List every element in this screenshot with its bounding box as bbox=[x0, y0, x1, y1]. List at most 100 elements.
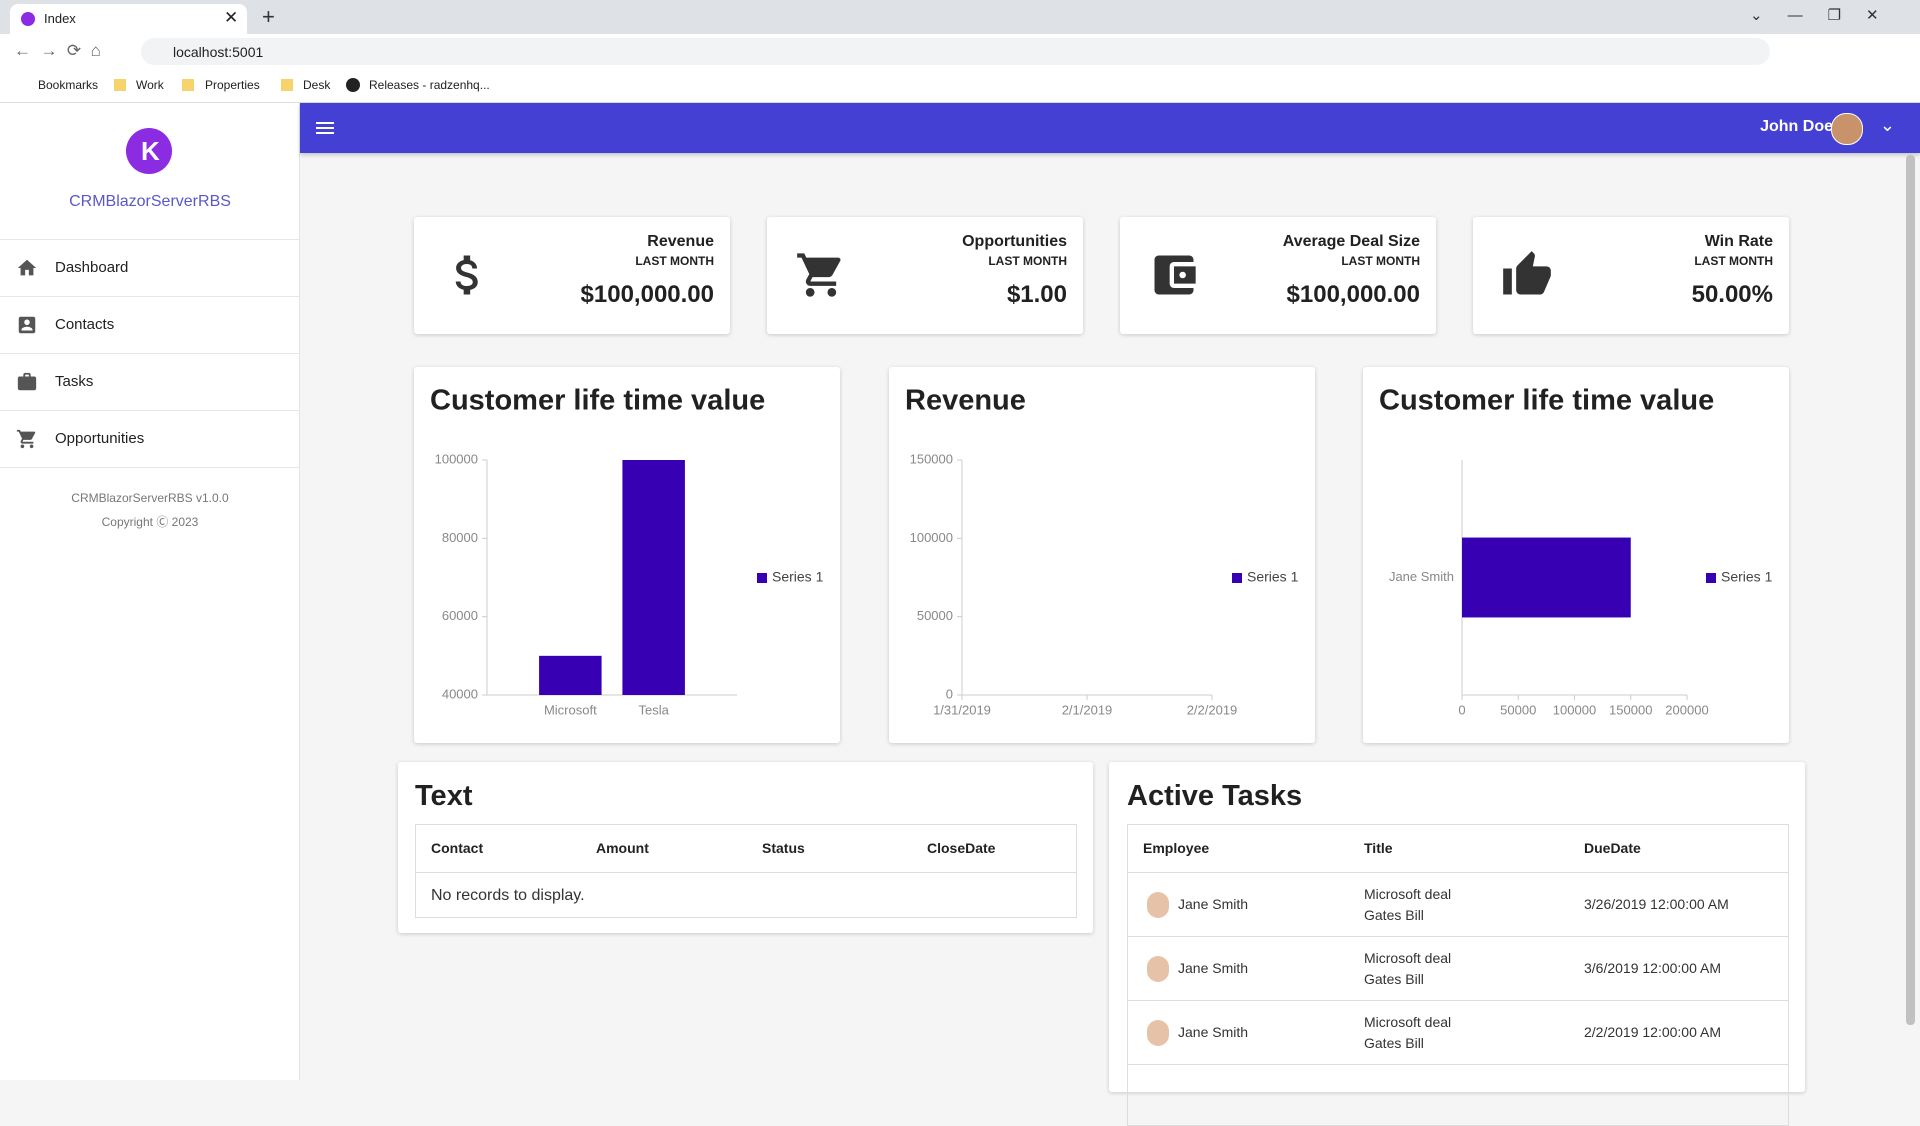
menu-item[interactable]: Contacts bbox=[0, 297, 300, 354]
column-header[interactable]: Title bbox=[1364, 840, 1393, 856]
y-tick-label: 150000 bbox=[910, 451, 953, 466]
menu-icon bbox=[16, 429, 36, 449]
kpi-card: Average Deal Size LAST MONTH $100,000.00 bbox=[1120, 217, 1436, 334]
divider bbox=[0, 239, 300, 240]
column-header[interactable]: Contact bbox=[431, 840, 484, 856]
task-subtitle: Gates Bill bbox=[1364, 907, 1424, 923]
kpi-card: Win Rate LAST MONTH 50.00% bbox=[1473, 217, 1789, 334]
chart-panel: Customer life time value Series 1 40000 600… bbox=[414, 367, 840, 743]
empty-message: No records to display. bbox=[431, 887, 585, 904]
card-title: Average Deal Size bbox=[1282, 233, 1420, 250]
y-tick-label: 40000 bbox=[442, 686, 478, 701]
user-name[interactable]: John Doe bbox=[1760, 118, 1833, 135]
chart: Revenue Series 1 0 50000 100000 150000 1/31/20… bbox=[905, 385, 1299, 718]
column-header[interactable]: Amount bbox=[596, 840, 649, 856]
x-tick-label: 2/1/2019 bbox=[1062, 702, 1113, 717]
card-subtitle: LAST MONTH bbox=[988, 254, 1067, 268]
address-row: ← → ⟳ ⌂ localhost:5001 bbox=[0, 34, 1920, 69]
card-icon bbox=[1503, 251, 1551, 295]
user-menu-chevron[interactable]: ⌄ bbox=[1879, 115, 1895, 135]
new-tab[interactable]: + bbox=[262, 4, 275, 29]
card-icon bbox=[797, 253, 841, 297]
github-icon bbox=[346, 78, 360, 92]
icon-shape bbox=[1154, 255, 1196, 295]
hamburger[interactable] bbox=[313, 116, 337, 140]
omnibox[interactable]: localhost:5001 bbox=[141, 38, 1770, 65]
card-value: $100,000.00 bbox=[580, 281, 714, 308]
task-row[interactable]: Jane Smith Microsoft deal Gates Bill 3/6/20… bbox=[1128, 937, 1788, 1001]
column-header[interactable]: Status bbox=[762, 840, 805, 856]
menu-item[interactable]: Dashboard bbox=[0, 240, 300, 297]
chart-title: Revenue bbox=[905, 385, 1026, 417]
legend-label: Series 1 bbox=[1721, 569, 1773, 585]
tab-close[interactable]: ✕ bbox=[224, 8, 239, 27]
card-title: Revenue bbox=[647, 233, 714, 250]
logo: K bbox=[126, 128, 172, 174]
y-tick-label: Jane Smith bbox=[1389, 569, 1454, 584]
text-grid-panel: Text Contact Amount Status CloseDate No … bbox=[398, 762, 1093, 933]
grid: Employee Title DueDate Jane Smith Microso… bbox=[1127, 824, 1789, 1126]
employee-name: Jane Smith bbox=[1178, 896, 1249, 912]
folder-icon bbox=[281, 79, 293, 91]
y-tick-label: 50000 bbox=[917, 608, 953, 623]
employee-avatar bbox=[1147, 1020, 1169, 1046]
folder-icon bbox=[114, 79, 126, 91]
task-subtitle: Gates Bill bbox=[1364, 1035, 1424, 1051]
menu-icon bbox=[18, 316, 36, 334]
y-tick-label: 100000 bbox=[435, 451, 478, 466]
task-row[interactable]: Jane Smith Microsoft deal Gates Bill 2/2/20… bbox=[1128, 1001, 1788, 1065]
icon-shape bbox=[455, 255, 478, 295]
column-header[interactable]: CloseDate bbox=[927, 840, 996, 856]
bookmark[interactable]: Properties bbox=[205, 78, 260, 92]
folder-icon bbox=[182, 79, 194, 91]
x-tick-label: 50000 bbox=[1500, 702, 1536, 717]
bookmark[interactable]: Releases - radzenhq... bbox=[369, 78, 490, 92]
card-title: Win Rate bbox=[1704, 233, 1773, 250]
column-header[interactable]: Employee bbox=[1143, 840, 1210, 856]
legend-label: Series 1 bbox=[1247, 569, 1299, 585]
menu-item[interactable]: Tasks bbox=[0, 354, 300, 411]
bar bbox=[539, 655, 602, 695]
menu-icon bbox=[17, 259, 37, 276]
tab[interactable]: Index ✕ bbox=[10, 4, 247, 34]
task-subtitle: Gates Bill bbox=[1364, 971, 1424, 987]
bar bbox=[1462, 537, 1631, 618]
card-icon bbox=[1154, 255, 1196, 295]
due-date: 3/26/2019 12:00:00 AM bbox=[1584, 896, 1729, 912]
icon-shape bbox=[1503, 251, 1551, 295]
url: localhost:5001 bbox=[173, 44, 264, 60]
card-subtitle: LAST MONTH bbox=[1341, 254, 1420, 268]
task-title: Microsoft deal bbox=[1364, 950, 1452, 966]
y-tick-label: 0 bbox=[946, 686, 953, 701]
grid: Contact Amount Status CloseDate No recor… bbox=[415, 824, 1077, 918]
menu-item[interactable]: Opportunities bbox=[0, 411, 300, 468]
bookmark[interactable]: Bookmarks bbox=[38, 78, 99, 92]
card-value: $100,000.00 bbox=[1286, 281, 1420, 308]
bookmark[interactable]: Desk bbox=[303, 78, 331, 92]
task-row[interactable]: Jane Smith Microsoft deal Gates Bill 3/26/2… bbox=[1128, 873, 1788, 937]
menu-label: Dashboard bbox=[55, 259, 129, 276]
window-controls[interactable]: ⌄ — ❐ ✕ bbox=[1750, 7, 1879, 24]
x-tick-label: 1/31/2019 bbox=[933, 702, 991, 717]
chart-title: Customer life time value bbox=[430, 385, 765, 417]
avatar[interactable] bbox=[1831, 113, 1863, 145]
header: John Doe ⌄ bbox=[300, 103, 1920, 153]
x-tick-label: 0 bbox=[1458, 702, 1465, 717]
column-header[interactable]: DueDate bbox=[1584, 840, 1641, 856]
employee-avatar bbox=[1147, 956, 1169, 982]
scrollbar[interactable] bbox=[1906, 155, 1915, 1025]
bookmarks-bar: Bookmarks Work Properties Desk Releases … bbox=[0, 69, 1920, 103]
card-subtitle: LAST MONTH bbox=[635, 254, 714, 268]
chart-title: Customer life time value bbox=[1379, 385, 1714, 417]
due-date: 3/6/2019 12:00:00 AM bbox=[1584, 960, 1721, 976]
copyright: Copyright Ⓒ 2023 bbox=[101, 515, 199, 529]
nav-buttons[interactable]: ← → ⟳ ⌂ bbox=[14, 41, 101, 60]
card-value: 50.00% bbox=[1691, 281, 1773, 308]
card-value: $1.00 bbox=[1006, 281, 1067, 308]
version: CRMBlazorServerRBS v1.0.0 bbox=[71, 491, 229, 505]
card-icon bbox=[455, 255, 478, 295]
bookmark[interactable]: Work bbox=[136, 78, 164, 92]
chart: Customer life time value Series 1 40000 600… bbox=[430, 385, 824, 718]
menu-icon bbox=[17, 372, 37, 391]
grid-title: Active Tasks bbox=[1127, 780, 1303, 812]
